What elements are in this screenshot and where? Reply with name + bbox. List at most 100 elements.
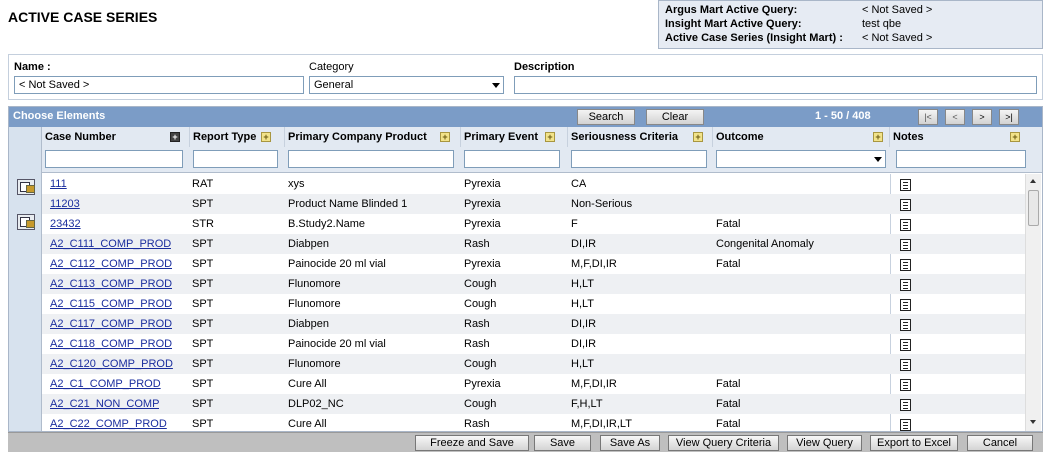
active-case-series-label: Active Case Series (Insight Mart) :	[665, 32, 843, 44]
seriousness-filter[interactable]	[571, 150, 707, 168]
col-case-number[interactable]: Case Number +	[42, 127, 190, 147]
case-number-cell[interactable]: A2_C117_COMP_PROD	[50, 318, 173, 330]
grid-scrollbar[interactable]	[1025, 174, 1041, 431]
notes-icon[interactable]	[900, 239, 911, 251]
primary-event-cell: Cough	[464, 298, 497, 310]
report-type-cell: RAT	[192, 178, 214, 190]
clear-button[interactable]: Clear	[646, 109, 704, 125]
sort-icon[interactable]: +	[873, 132, 883, 142]
notes-icon[interactable]	[900, 319, 911, 331]
copy-to-list-icon[interactable]	[17, 214, 35, 230]
sort-icon[interactable]: +	[261, 132, 271, 142]
primary-product-filter[interactable]	[288, 150, 454, 168]
table-row[interactable]: A2_C115_COMP_PROD SPT Flunomore Cough H,LT	[42, 294, 1025, 314]
case-number-cell[interactable]: A2_C120_COMP_PROD	[50, 358, 173, 370]
seriousness-cell: M,F,DI,IR	[571, 258, 617, 270]
view-query-criteria-button[interactable]: View Query Criteria	[668, 435, 779, 451]
sort-icon[interactable]: +	[170, 132, 180, 142]
notes-icon[interactable]	[900, 399, 911, 411]
case-number-cell[interactable]: A2_C21_NON_COMP	[50, 398, 160, 410]
sort-icon[interactable]: +	[693, 132, 703, 142]
freeze-and-save-button[interactable]: Freeze and Save	[415, 435, 529, 451]
notes-icon[interactable]	[900, 219, 911, 231]
notes-icon[interactable]	[900, 279, 911, 291]
table-row[interactable]: A2_C117_COMP_PROD SPT Diabpen Rash DI,IR	[42, 314, 1025, 334]
table-row[interactable]: A2_C112_COMP_PROD SPT Painocide 20 ml vial…	[42, 254, 1025, 274]
sort-icon[interactable]: +	[1010, 132, 1020, 142]
table-row[interactable]: A2_C120_COMP_PROD SPT Flunomore Cough H,LT	[42, 354, 1025, 374]
case-number-cell[interactable]: A2_C118_COMP_PROD	[50, 338, 173, 350]
primary-event-cell: Cough	[464, 358, 497, 370]
notes-icon[interactable]	[900, 339, 911, 351]
save-as-button[interactable]: Save As	[600, 435, 660, 451]
notes-filter[interactable]	[896, 150, 1026, 168]
col-outcome[interactable]: Outcome +	[713, 127, 890, 147]
table-row[interactable]: A2_C113_COMP_PROD SPT Flunomore Cough H,LT	[42, 274, 1025, 294]
table-row[interactable]: 11203 SPT Product Name Blinded 1 Pyrexia Non…	[42, 194, 1025, 214]
prev-page-button[interactable]: <	[945, 109, 965, 125]
last-page-button[interactable]: >|	[999, 109, 1019, 125]
table-row[interactable]: A2_C22_COMP_PROD SPT Cure All Rash M,F,DI,IR…	[42, 414, 1025, 431]
primary-event-filter[interactable]	[464, 150, 560, 168]
report-type-filter[interactable]	[193, 150, 278, 168]
table-row[interactable]: A2_C1_COMP_PROD SPT Cure All Pyrexia M,F,DI,…	[42, 374, 1025, 394]
add-to-list-icon[interactable]	[17, 179, 35, 195]
case-number-cell[interactable]: A2_C113_COMP_PROD	[50, 278, 173, 290]
scroll-down-icon[interactable]	[1030, 420, 1036, 424]
grid-body: 111 RAT xys Pyrexia CA 11203 SPT Product Name B…	[42, 174, 1025, 431]
name-field[interactable]: < Not Saved >	[14, 76, 304, 94]
case-number-cell[interactable]: A2_C1_COMP_PROD	[50, 378, 161, 390]
table-row[interactable]: A2_C118_COMP_PROD SPT Painocide 20 ml vial…	[42, 334, 1025, 354]
case-number-cell[interactable]: A2_C115_COMP_PROD	[50, 298, 173, 310]
seriousness-cell: F	[571, 218, 578, 230]
active-query-panel: Argus Mart Active Query: < Not Saved > I…	[658, 0, 1043, 49]
grid-filter-row	[42, 147, 1042, 173]
table-row[interactable]: A2_C111_COMP_PROD SPT Diabpen Rash DI,IR Cong…	[42, 234, 1025, 254]
category-select[interactable]: General	[309, 76, 504, 94]
notes-icon[interactable]	[900, 419, 911, 431]
notes-icon[interactable]	[900, 359, 911, 371]
save-button[interactable]: Save	[534, 435, 591, 451]
cancel-button[interactable]: Cancel	[967, 435, 1033, 451]
sort-icon[interactable]: +	[440, 132, 450, 142]
primary-event-cell: Pyrexia	[464, 258, 501, 270]
description-field[interactable]	[514, 76, 1037, 94]
primary-product-cell: Painocide 20 ml vial	[288, 258, 386, 270]
case-number-cell[interactable]: A2_C22_COMP_PROD	[50, 418, 167, 430]
table-row[interactable]: 111 RAT xys Pyrexia CA	[42, 174, 1025, 194]
case-number-cell[interactable]: 111	[50, 178, 67, 190]
scroll-thumb[interactable]	[1028, 190, 1039, 226]
col-notes[interactable]: Notes +	[890, 127, 1030, 147]
pager-range: 1 - 50 / 408	[815, 110, 871, 122]
seriousness-cell: DI,IR	[571, 238, 597, 250]
notes-icon[interactable]	[900, 259, 911, 271]
notes-icon[interactable]	[900, 199, 911, 211]
export-to-excel-button[interactable]: Export to Excel	[870, 435, 958, 451]
case-number-filter[interactable]	[45, 150, 183, 168]
col-primary-company-product[interactable]: Primary Company Product +	[285, 127, 461, 147]
case-number-cell[interactable]: A2_C112_COMP_PROD	[50, 258, 173, 270]
view-query-button[interactable]: View Query	[787, 435, 862, 451]
primary-product-cell: Diabpen	[288, 318, 329, 330]
col-seriousness-criteria[interactable]: Seriousness Criteria +	[568, 127, 713, 147]
insight-query-value: test qbe	[862, 18, 902, 30]
scroll-up-icon[interactable]	[1030, 179, 1036, 183]
notes-icon[interactable]	[900, 379, 911, 391]
notes-icon[interactable]	[900, 179, 911, 191]
col-primary-event[interactable]: Primary Event +	[461, 127, 568, 147]
outcome-filter[interactable]	[716, 150, 886, 168]
sort-icon[interactable]: +	[545, 132, 555, 142]
primary-event-cell: Pyrexia	[464, 178, 501, 190]
report-type-cell: SPT	[192, 418, 214, 430]
next-page-button[interactable]: >	[972, 109, 992, 125]
table-row[interactable]: 23432 STR B.Study2.Name Pyrexia F Fatal	[42, 214, 1025, 234]
case-number-cell[interactable]: 23432	[50, 218, 81, 230]
table-row[interactable]: A2_C21_NON_COMP SPT DLP02_NC Cough F,H,LT Fat…	[42, 394, 1025, 414]
col-report-type[interactable]: Report Type +	[190, 127, 285, 147]
first-page-button[interactable]: |<	[918, 109, 938, 125]
case-number-cell[interactable]: A2_C111_COMP_PROD	[50, 238, 172, 250]
col-label: Outcome	[716, 131, 764, 143]
search-button[interactable]: Search	[577, 109, 635, 125]
case-number-cell[interactable]: 11203	[50, 198, 80, 210]
notes-icon[interactable]	[900, 299, 911, 311]
